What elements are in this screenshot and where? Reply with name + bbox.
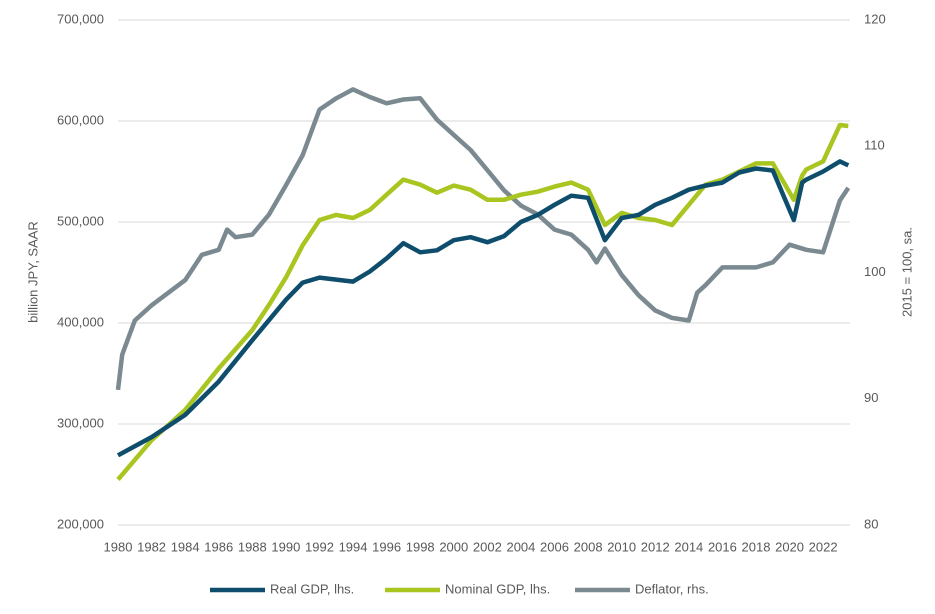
x-tick-label: 2022 bbox=[809, 539, 838, 554]
x-tick-label: 2016 bbox=[708, 539, 737, 554]
data-line bbox=[115, 87, 851, 391]
legend-label: Deflator, rhs. bbox=[635, 581, 709, 596]
y-tick-label: 300,000 bbox=[57, 415, 104, 430]
x-tick-label: 2008 bbox=[574, 539, 603, 554]
y2-tick-label: 120 bbox=[864, 11, 886, 26]
x-tick-label: 2014 bbox=[674, 539, 703, 554]
x-tick-label: 1986 bbox=[204, 539, 233, 554]
y-tick-label: 400,000 bbox=[57, 314, 104, 329]
x-tick-label: 1990 bbox=[271, 539, 300, 554]
x-tick-label: 2020 bbox=[775, 539, 804, 554]
x-tick-label: 2012 bbox=[641, 539, 670, 554]
x-tick-label: 1984 bbox=[171, 539, 200, 554]
y-tick-label: 600,000 bbox=[57, 112, 104, 127]
x-tick-label: 1992 bbox=[305, 539, 334, 554]
x-tick-label: 2006 bbox=[540, 539, 569, 554]
y2-tick-label: 100 bbox=[864, 264, 886, 279]
legend-label: Real GDP, lhs. bbox=[270, 581, 354, 596]
y2-tick-label: 110 bbox=[864, 138, 885, 153]
x-tick-label: 1996 bbox=[372, 539, 401, 554]
x-tick-label: 2018 bbox=[742, 539, 771, 554]
x-tick-label: 2002 bbox=[473, 539, 502, 554]
y2-axis-label: 2015 = 100, sa. bbox=[899, 227, 914, 317]
x-tick-label: 1982 bbox=[137, 539, 166, 554]
data-line bbox=[116, 159, 850, 458]
y-axis-label: billion JPY, SAAR bbox=[25, 221, 40, 323]
y2-tick-label: 80 bbox=[864, 516, 878, 531]
x-tick-label: 1998 bbox=[406, 539, 435, 554]
x-tick-label: 1988 bbox=[238, 539, 267, 554]
x-tick-label: 2010 bbox=[607, 539, 636, 554]
x-tick-label: 1994 bbox=[339, 539, 368, 554]
y-tick-label: 500,000 bbox=[57, 213, 104, 228]
data-line bbox=[116, 122, 849, 482]
y-tick-label: 200,000 bbox=[57, 516, 104, 531]
y-tick-label: 700,000 bbox=[57, 11, 104, 26]
x-tick-label: 2004 bbox=[506, 539, 535, 554]
x-tick-label: 1980 bbox=[104, 539, 133, 554]
legend-label: Nominal GDP, lhs. bbox=[445, 581, 550, 596]
x-tick-label: 2000 bbox=[439, 539, 468, 554]
y2-tick-label: 90 bbox=[864, 390, 878, 405]
